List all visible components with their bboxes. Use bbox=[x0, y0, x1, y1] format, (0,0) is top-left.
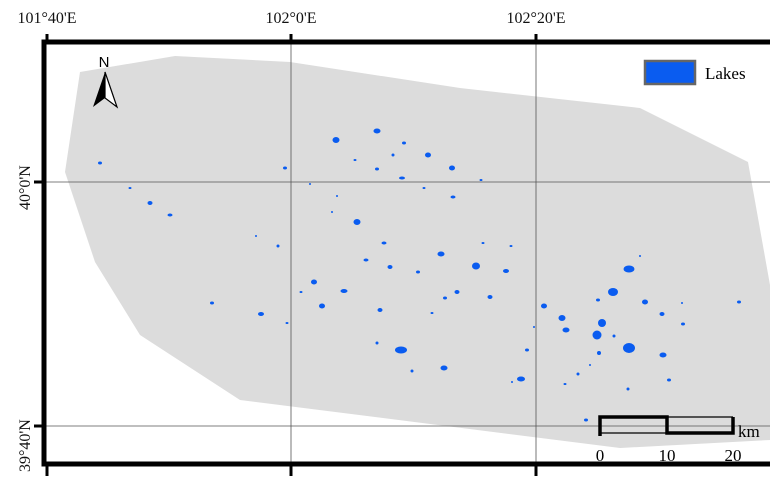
lake-patch bbox=[659, 352, 667, 358]
lake-patch bbox=[373, 128, 381, 134]
lake-patch bbox=[558, 315, 566, 321]
lake-patch bbox=[375, 341, 379, 345]
lake-patch bbox=[667, 378, 671, 382]
scale-tick-20: 20 bbox=[725, 446, 742, 465]
lake-patch bbox=[443, 296, 447, 300]
lake-patch bbox=[425, 152, 431, 158]
lake-patch bbox=[98, 161, 102, 165]
lake-patch bbox=[479, 179, 483, 181]
lake-patch bbox=[299, 291, 303, 293]
lake-patch bbox=[332, 137, 340, 143]
lake-patch bbox=[410, 369, 414, 373]
lake-patch bbox=[481, 242, 485, 244]
legend-swatch-lakes bbox=[643, 59, 697, 86]
lake-patch bbox=[584, 418, 588, 422]
lake-patch bbox=[597, 351, 601, 355]
lake-patch bbox=[503, 269, 509, 273]
lake-patch bbox=[147, 201, 153, 205]
lake-patch bbox=[285, 322, 289, 324]
lake-patch bbox=[562, 327, 570, 333]
lake-patch bbox=[276, 244, 280, 248]
lake-patch bbox=[659, 312, 665, 316]
lake-patch bbox=[623, 343, 635, 353]
lake-patch bbox=[612, 334, 616, 338]
lake-patch bbox=[399, 176, 405, 180]
lake-patch bbox=[472, 262, 480, 270]
lake-patch bbox=[525, 348, 529, 352]
lake-patch bbox=[437, 251, 445, 257]
lake-patch bbox=[331, 211, 333, 213]
lake-patch bbox=[589, 364, 591, 366]
lake-patch bbox=[255, 235, 257, 237]
north-arrow-icon: N bbox=[93, 54, 119, 109]
lake-patch bbox=[375, 167, 379, 171]
lake-patch bbox=[210, 301, 214, 305]
longitude-label-102-20: 102°20'E bbox=[506, 10, 566, 27]
lake-patch bbox=[395, 346, 407, 354]
longitude-label-102-0: 102°0'E bbox=[265, 10, 317, 27]
scale-tick-10: 10 bbox=[659, 446, 676, 465]
scale-bar: 0 10 20 km bbox=[596, 415, 760, 465]
lake-patch bbox=[381, 241, 387, 245]
lake-patch bbox=[623, 265, 635, 273]
lake-patch bbox=[511, 381, 513, 383]
lake-patch bbox=[608, 288, 618, 296]
lake-patch bbox=[430, 312, 434, 314]
lake-patch bbox=[541, 303, 547, 309]
lake-patch bbox=[449, 165, 455, 171]
lake-patch bbox=[402, 141, 406, 145]
scale-tick-0: 0 bbox=[596, 446, 605, 465]
lake-patch bbox=[563, 383, 567, 385]
longitude-label-101-40: 101°40'E bbox=[17, 10, 77, 27]
lake-patch bbox=[626, 387, 630, 391]
legend: Lakes bbox=[643, 59, 746, 86]
lake-patch bbox=[737, 300, 741, 304]
lake-patch bbox=[391, 153, 395, 157]
lake-patch bbox=[592, 330, 602, 340]
lake-patch bbox=[596, 298, 600, 302]
lake-patch bbox=[353, 219, 361, 225]
lake-patch bbox=[517, 376, 525, 382]
lake-patch bbox=[681, 302, 683, 304]
study-area-polygon bbox=[65, 56, 770, 448]
lake-patch bbox=[353, 159, 357, 161]
lake-patch bbox=[533, 326, 535, 328]
lake-patch bbox=[454, 290, 460, 294]
lake-patch bbox=[340, 289, 348, 293]
lake-patch bbox=[309, 183, 311, 185]
north-arrow-label: N bbox=[99, 54, 110, 71]
lake-patch bbox=[319, 303, 325, 309]
lake-patch bbox=[387, 265, 393, 269]
lake-patch bbox=[509, 245, 513, 247]
lake-patch bbox=[128, 187, 132, 189]
lake-patch bbox=[642, 299, 648, 305]
lakes-layer bbox=[98, 128, 741, 422]
lake-patch bbox=[416, 270, 420, 274]
lake-patch bbox=[336, 195, 338, 197]
lake-patch bbox=[377, 308, 383, 312]
lake-patch bbox=[639, 255, 641, 257]
lake-patch bbox=[487, 295, 493, 299]
lake-patch bbox=[422, 187, 426, 189]
lake-patch bbox=[258, 312, 264, 316]
scale-unit: km bbox=[738, 422, 760, 441]
lake-patch bbox=[576, 372, 580, 376]
map-frame bbox=[41, 39, 770, 467]
lake-patch bbox=[311, 279, 317, 285]
lake-patch bbox=[283, 166, 287, 170]
lake-patch bbox=[598, 319, 606, 327]
lake-patch bbox=[440, 365, 448, 371]
lake-patch bbox=[681, 322, 685, 326]
lake-patch bbox=[450, 195, 456, 199]
lake-patch bbox=[363, 258, 369, 262]
lake-patch bbox=[167, 213, 173, 217]
legend-label-lakes: Lakes bbox=[705, 64, 746, 83]
